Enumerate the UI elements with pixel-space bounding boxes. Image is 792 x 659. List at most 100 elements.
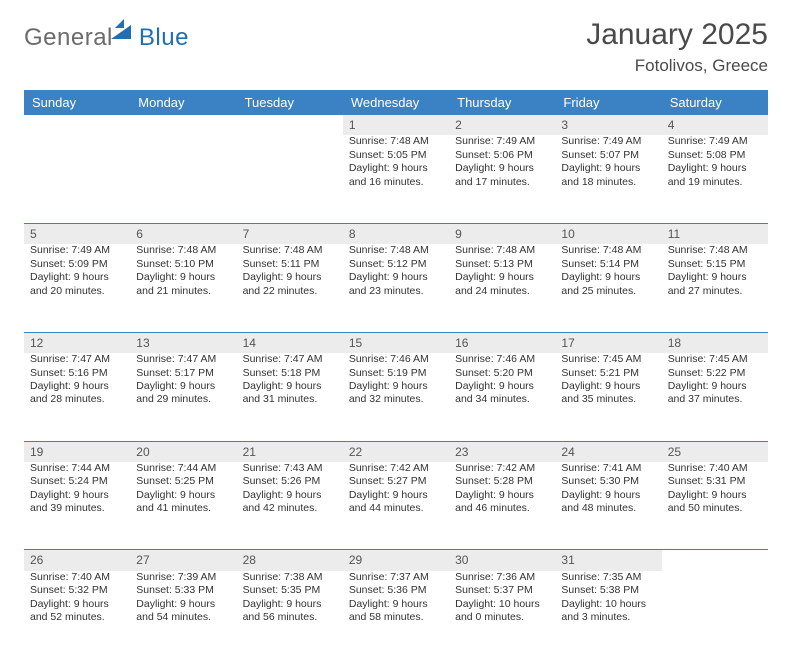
sunrise-line: Sunrise: 7:48 AM: [349, 244, 443, 257]
daylight-line: Daylight: 9 hours and 21 minutes.: [136, 271, 230, 298]
day-cell: Sunrise: 7:47 AMSunset: 5:16 PMDaylight:…: [24, 353, 130, 441]
sunrise-line: Sunrise: 7:48 AM: [668, 244, 762, 257]
week-row: Sunrise: 7:49 AMSunset: 5:09 PMDaylight:…: [24, 244, 768, 332]
sunset-line: Sunset: 5:10 PM: [136, 258, 230, 271]
day-number: 11: [662, 223, 768, 244]
sunrise-line: Sunrise: 7:46 AM: [349, 353, 443, 366]
daylight-line: Daylight: 9 hours and 22 minutes.: [243, 271, 337, 298]
sunrise-line: Sunrise: 7:45 AM: [668, 353, 762, 366]
sunrise-line: Sunrise: 7:48 AM: [455, 244, 549, 257]
sunrise-line: Sunrise: 7:39 AM: [136, 571, 230, 584]
sunset-line: Sunset: 5:28 PM: [455, 475, 549, 488]
day-cell: Sunrise: 7:47 AMSunset: 5:17 PMDaylight:…: [130, 353, 236, 441]
daylight-line: Daylight: 9 hours and 20 minutes.: [30, 271, 124, 298]
day-number: 24: [555, 441, 661, 462]
sunset-line: Sunset: 5:25 PM: [136, 475, 230, 488]
sunset-line: Sunset: 5:13 PM: [455, 258, 549, 271]
daylight-line: Daylight: 9 hours and 32 minutes.: [349, 380, 443, 407]
daylight-line: Daylight: 9 hours and 41 minutes.: [136, 489, 230, 516]
day-cell: Sunrise: 7:49 AMSunset: 5:06 PMDaylight:…: [449, 135, 555, 223]
week-row: Sunrise: 7:47 AMSunset: 5:16 PMDaylight:…: [24, 353, 768, 441]
sunset-line: Sunset: 5:36 PM: [349, 584, 443, 597]
sunrise-line: Sunrise: 7:49 AM: [455, 135, 549, 148]
day-number: 7: [237, 223, 343, 244]
daylight-line: Daylight: 9 hours and 27 minutes.: [668, 271, 762, 298]
day-cell: Sunrise: 7:41 AMSunset: 5:30 PMDaylight:…: [555, 462, 661, 550]
daynum-row: 1234: [24, 115, 768, 135]
day-number: 22: [343, 441, 449, 462]
sunrise-line: Sunrise: 7:42 AM: [455, 462, 549, 475]
day-number: 13: [130, 332, 236, 353]
day-cell: Sunrise: 7:42 AMSunset: 5:28 PMDaylight:…: [449, 462, 555, 550]
day-cell: Sunrise: 7:43 AMSunset: 5:26 PMDaylight:…: [237, 462, 343, 550]
sunrise-line: Sunrise: 7:49 AM: [30, 244, 124, 257]
day-cell: Sunrise: 7:36 AMSunset: 5:37 PMDaylight:…: [449, 571, 555, 659]
daynum-row: 19202122232425: [24, 441, 768, 462]
day-cell: Sunrise: 7:49 AMSunset: 5:07 PMDaylight:…: [555, 135, 661, 223]
daylight-line: Daylight: 9 hours and 52 minutes.: [30, 598, 124, 625]
day-number: 30: [449, 550, 555, 571]
daynum-row: 262728293031: [24, 550, 768, 571]
sunrise-line: Sunrise: 7:43 AM: [243, 462, 337, 475]
daylight-line: Daylight: 9 hours and 31 minutes.: [243, 380, 337, 407]
daylight-line: Daylight: 9 hours and 28 minutes.: [30, 380, 124, 407]
sunset-line: Sunset: 5:20 PM: [455, 367, 549, 380]
day-cell: Sunrise: 7:45 AMSunset: 5:22 PMDaylight:…: [662, 353, 768, 441]
day-number: 2: [449, 115, 555, 135]
week-row: Sunrise: 7:44 AMSunset: 5:24 PMDaylight:…: [24, 462, 768, 550]
sunrise-line: Sunrise: 7:46 AM: [455, 353, 549, 366]
weekday-header: Sunday: [24, 90, 130, 115]
daylight-line: Daylight: 9 hours and 44 minutes.: [349, 489, 443, 516]
sunset-line: Sunset: 5:15 PM: [668, 258, 762, 271]
empty-cell: [662, 571, 768, 659]
day-cell: Sunrise: 7:37 AMSunset: 5:36 PMDaylight:…: [343, 571, 449, 659]
sunrise-line: Sunrise: 7:38 AM: [243, 571, 337, 584]
sunset-line: Sunset: 5:07 PM: [561, 149, 655, 162]
day-cell: Sunrise: 7:48 AMSunset: 5:15 PMDaylight:…: [662, 244, 768, 332]
day-cell: Sunrise: 7:47 AMSunset: 5:18 PMDaylight:…: [237, 353, 343, 441]
day-number: 6: [130, 223, 236, 244]
day-cell: Sunrise: 7:49 AMSunset: 5:08 PMDaylight:…: [662, 135, 768, 223]
weekday-header: Saturday: [662, 90, 768, 115]
daylight-line: Daylight: 9 hours and 23 minutes.: [349, 271, 443, 298]
sunrise-line: Sunrise: 7:44 AM: [136, 462, 230, 475]
daylight-line: Daylight: 9 hours and 25 minutes.: [561, 271, 655, 298]
sunset-line: Sunset: 5:17 PM: [136, 367, 230, 380]
sunrise-line: Sunrise: 7:48 AM: [349, 135, 443, 148]
day-number: 16: [449, 332, 555, 353]
weekday-header: Wednesday: [343, 90, 449, 115]
empty-cell: [130, 135, 236, 223]
empty-cell: [237, 115, 343, 135]
daylight-line: Daylight: 9 hours and 58 minutes.: [349, 598, 443, 625]
day-number: 5: [24, 223, 130, 244]
sunset-line: Sunset: 5:21 PM: [561, 367, 655, 380]
weekday-header: Thursday: [449, 90, 555, 115]
day-number: 31: [555, 550, 661, 571]
daylight-line: Daylight: 9 hours and 19 minutes.: [668, 162, 762, 189]
sunrise-line: Sunrise: 7:47 AM: [136, 353, 230, 366]
day-cell: Sunrise: 7:48 AMSunset: 5:12 PMDaylight:…: [343, 244, 449, 332]
sunset-line: Sunset: 5:22 PM: [668, 367, 762, 380]
day-cell: Sunrise: 7:44 AMSunset: 5:25 PMDaylight:…: [130, 462, 236, 550]
day-cell: Sunrise: 7:38 AMSunset: 5:35 PMDaylight:…: [237, 571, 343, 659]
sunrise-line: Sunrise: 7:40 AM: [30, 571, 124, 584]
day-cell: Sunrise: 7:39 AMSunset: 5:33 PMDaylight:…: [130, 571, 236, 659]
sunset-line: Sunset: 5:18 PM: [243, 367, 337, 380]
sunrise-line: Sunrise: 7:48 AM: [136, 244, 230, 257]
sunrise-line: Sunrise: 7:36 AM: [455, 571, 549, 584]
sunrise-line: Sunrise: 7:42 AM: [349, 462, 443, 475]
calendar-table: SundayMondayTuesdayWednesdayThursdayFrid…: [24, 90, 768, 659]
day-number: 17: [555, 332, 661, 353]
sunset-line: Sunset: 5:31 PM: [668, 475, 762, 488]
sunrise-line: Sunrise: 7:35 AM: [561, 571, 655, 584]
day-number: 19: [24, 441, 130, 462]
weekday-header: Tuesday: [237, 90, 343, 115]
day-cell: Sunrise: 7:42 AMSunset: 5:27 PMDaylight:…: [343, 462, 449, 550]
day-number: 27: [130, 550, 236, 571]
sunrise-line: Sunrise: 7:44 AM: [30, 462, 124, 475]
sunrise-line: Sunrise: 7:47 AM: [243, 353, 337, 366]
day-cell: Sunrise: 7:48 AMSunset: 5:05 PMDaylight:…: [343, 135, 449, 223]
sunset-line: Sunset: 5:12 PM: [349, 258, 443, 271]
day-number: 12: [24, 332, 130, 353]
sunset-line: Sunset: 5:26 PM: [243, 475, 337, 488]
